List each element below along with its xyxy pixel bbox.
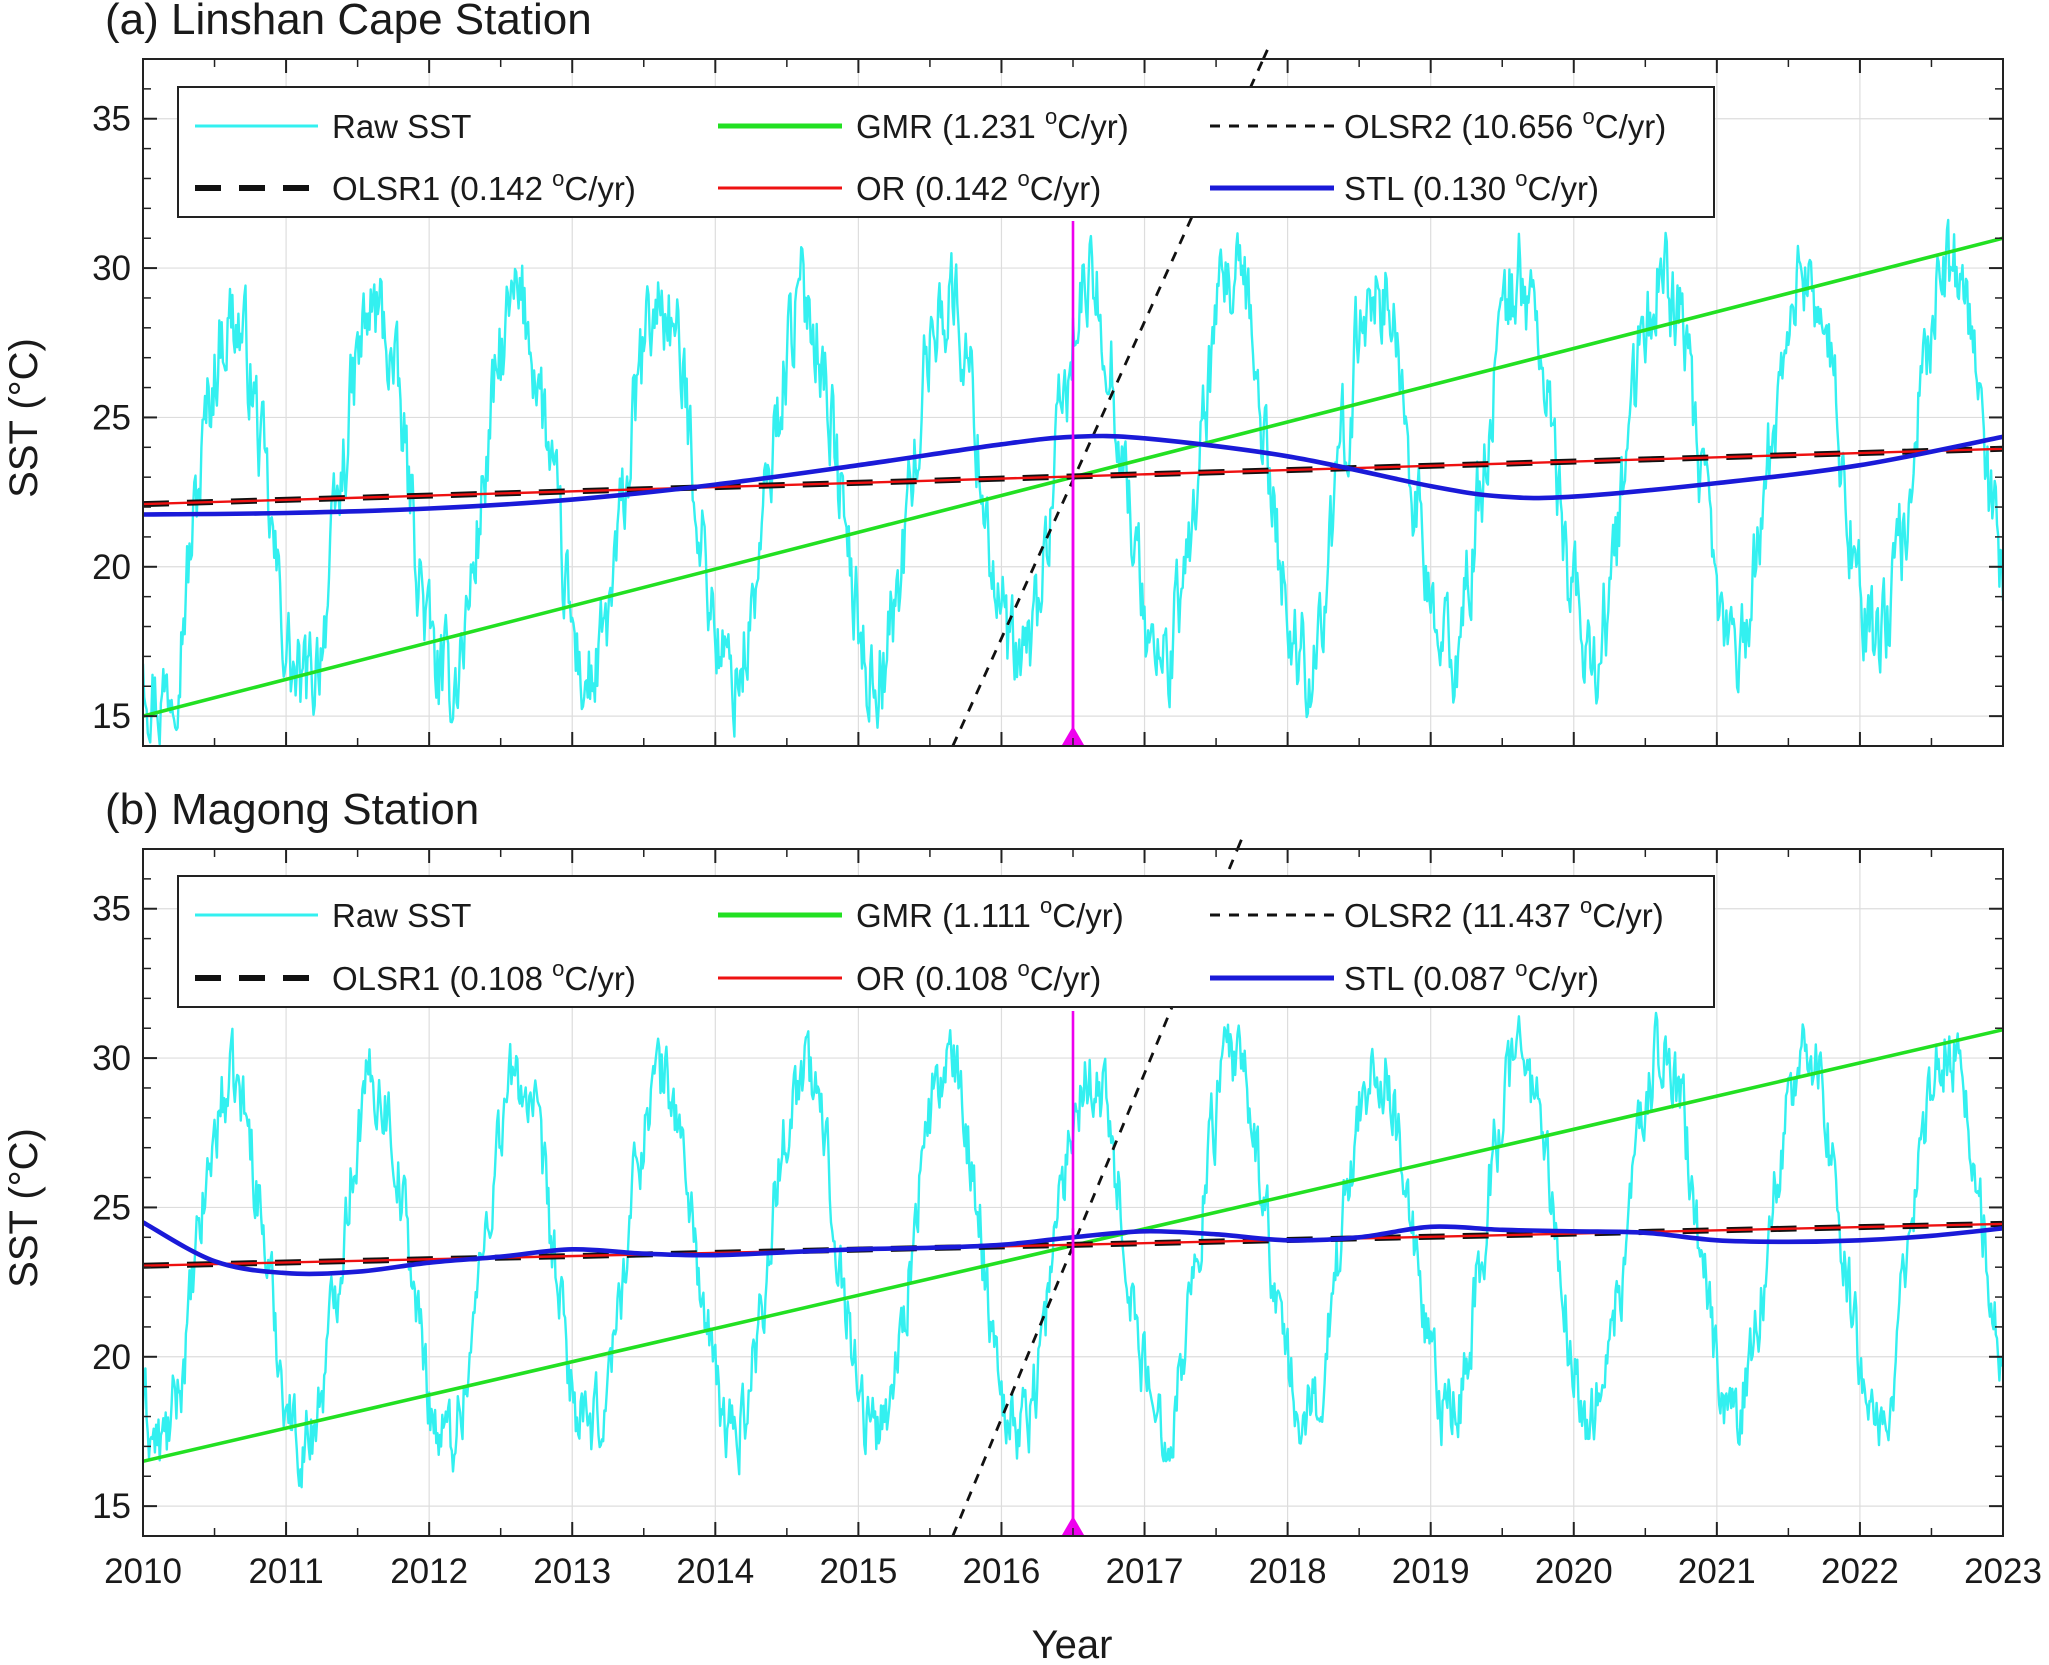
legend-unit-sup: o	[1040, 893, 1052, 918]
legend-olsr2-value: 10.656	[1472, 108, 1573, 145]
olsr2-line	[951, 849, 1239, 1536]
y-tick-label: 20	[92, 548, 131, 587]
x-tick-label: 2015	[819, 1552, 897, 1591]
legend-unit-base: C/yr	[1595, 108, 1656, 145]
olsr2-line-overflow	[1262, 45, 1271, 60]
legend-unit-base: C/yr	[1527, 960, 1588, 997]
legend-stl-value: 0.087	[1423, 960, 1506, 997]
legend-unit-base: C/yr	[1527, 170, 1588, 207]
legend-unit-sup: o	[552, 166, 564, 191]
legend-unit-base: C/yr	[1592, 897, 1653, 934]
legend-gmr-value: 1.111	[953, 897, 1031, 934]
legend-olsr2-name: OLSR2	[1344, 108, 1452, 145]
x-tick-label: 2019	[1392, 1552, 1470, 1591]
legend-label-gmr: GMR (1.231 oC/yr)	[856, 104, 1129, 145]
x-tick-label: 2017	[1106, 1552, 1184, 1591]
y-tick-label: 15	[92, 697, 131, 736]
legend-label-olsr1: OLSR1 (0.108 oC/yr)	[332, 956, 636, 997]
tick-group: 2010 2011 2012 2013 2014 2015 2016 2017 2018 2019…	[92, 848, 2042, 1591]
legend-label-stl: STL (0.087 oC/yr)	[1344, 956, 1599, 997]
legend-olsr1-name: OLSR1	[332, 170, 440, 207]
x-tick-label: 2016	[963, 1552, 1041, 1591]
x-tick-label: 2023	[1964, 1552, 2042, 1591]
legend-label-or: OR (0.142 oC/yr)	[856, 166, 1101, 207]
y-axis-label: SST (°C)	[2, 1128, 46, 1288]
legend-box	[177, 86, 1715, 218]
olsr2-line-overflow	[1236, 835, 1245, 850]
legend-unit-base: C/yr	[564, 960, 625, 997]
legend-unit-sup: o	[1515, 956, 1527, 981]
legend-label-olsr2: OLSR2 (11.437 oC/yr)	[1344, 893, 1664, 934]
legend-olsr1-value: 0.108	[460, 960, 543, 997]
y-tick-label: 20	[92, 1338, 131, 1377]
x-tick-label: 2022	[1821, 1552, 1899, 1591]
legend-unit-base: C/yr	[1030, 960, 1091, 997]
y-tick-label: 30	[92, 249, 131, 288]
change-point-marker	[1062, 726, 1084, 745]
legend-unit-sup: o	[1045, 104, 1057, 129]
legend-label-raw-sst: Raw SST	[332, 108, 471, 145]
legend-olsr2-value: 11.437	[1472, 897, 1570, 934]
legend-label-gmr: GMR (1.111 oC/yr)	[856, 893, 1124, 934]
legend-or-value: 0.108	[926, 960, 1009, 997]
legend-gmr-name: GMR	[856, 897, 933, 934]
legend-unit-sup: o	[1017, 956, 1029, 981]
y-tick-label: 25	[92, 1188, 131, 1227]
legend-stl-name: STL	[1344, 170, 1404, 207]
x-tick-label: 2013	[533, 1552, 611, 1591]
y-tick-label: 35	[92, 890, 131, 929]
tick-group: 15 20 25 30 35	[92, 58, 2004, 747]
legend-or-name: OR	[856, 960, 906, 997]
x-tick-label: 2021	[1678, 1552, 1756, 1591]
legend-unit-base: C/yr	[1057, 108, 1118, 145]
panel-title: (a) Linshan Cape Station	[105, 0, 592, 44]
legend-unit-base: C/yr	[1052, 897, 1113, 934]
legend-stl-value: 0.130	[1423, 170, 1506, 207]
legend-label-or: OR (0.108 oC/yr)	[856, 956, 1101, 997]
legend: Raw SST OLSR1 (0.142 oC/yr) GMR (1.231 o…	[177, 86, 1715, 218]
legend-unit-sup: o	[1515, 166, 1527, 191]
x-tick-label: 2020	[1535, 1552, 1613, 1591]
legend-gmr-name: GMR	[856, 108, 933, 145]
x-tick-label: 2010	[104, 1552, 182, 1591]
y-axis-label: SST (°C)	[2, 338, 46, 498]
legend-label-raw-sst: Raw SST	[332, 897, 471, 934]
legend-label-olsr2: OLSR2 (10.656 oC/yr)	[1344, 104, 1666, 145]
legend-label-stl: STL (0.130 oC/yr)	[1344, 166, 1599, 207]
legend-unit-base: C/yr	[564, 170, 625, 207]
legend-gmr-value: 1.231	[953, 108, 1036, 145]
legend-unit-sup: o	[552, 956, 564, 981]
legend-stl-name: STL	[1344, 960, 1404, 997]
stl-line	[143, 433, 2003, 517]
legend-or-value: 0.142	[926, 170, 1009, 207]
y-tick-label: 30	[92, 1039, 131, 1078]
plot-area: 15 20 25 30 35	[92, 45, 2004, 747]
legend-unit-sup: o	[1580, 893, 1592, 918]
legend-or-name: OR	[856, 170, 906, 207]
legend-olsr2-name: OLSR2	[1344, 897, 1452, 934]
legend-label-olsr1: OLSR1 (0.142 oC/yr)	[332, 166, 636, 207]
panel-title: (b) Magong Station	[105, 785, 479, 834]
change-point-marker	[1062, 1516, 1084, 1535]
y-tick-label: 25	[92, 398, 131, 437]
legend-unit-sup: o	[1583, 104, 1595, 129]
x-tick-label: 2012	[390, 1552, 468, 1591]
x-tick-label: 2011	[248, 1552, 323, 1591]
legend: Raw SST OLSR1 (0.108 oC/yr) GMR (1.111 o…	[177, 875, 1715, 1008]
y-tick-label: 35	[92, 100, 131, 139]
y-tick-label: 15	[92, 1487, 131, 1526]
legend-olsr1-value: 0.142	[460, 170, 543, 207]
legend-box	[177, 875, 1715, 1008]
panel-b: (b) Magong Station SST (°C) 2010 2011 2012…	[2, 785, 2042, 1591]
x-axis-label: Year	[1032, 1623, 1113, 1665]
panel-a: (a) Linshan Cape Station SST (°C) 15 20 25…	[2, 0, 2004, 747]
x-tick-label: 2014	[676, 1552, 754, 1591]
legend-olsr1-name: OLSR1	[332, 960, 440, 997]
legend-unit-sup: o	[1017, 166, 1029, 191]
x-tick-label: 2018	[1249, 1552, 1327, 1591]
legend-unit-base: C/yr	[1030, 170, 1091, 207]
